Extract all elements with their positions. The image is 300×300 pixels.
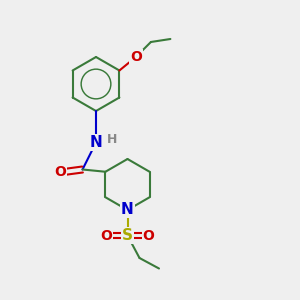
Text: O: O — [130, 50, 142, 64]
Text: N: N — [121, 202, 134, 217]
Text: N: N — [90, 135, 102, 150]
Text: O: O — [54, 166, 66, 179]
Text: O: O — [142, 229, 154, 242]
Text: S: S — [122, 228, 133, 243]
Text: H: H — [107, 133, 118, 146]
Text: O: O — [100, 229, 112, 242]
